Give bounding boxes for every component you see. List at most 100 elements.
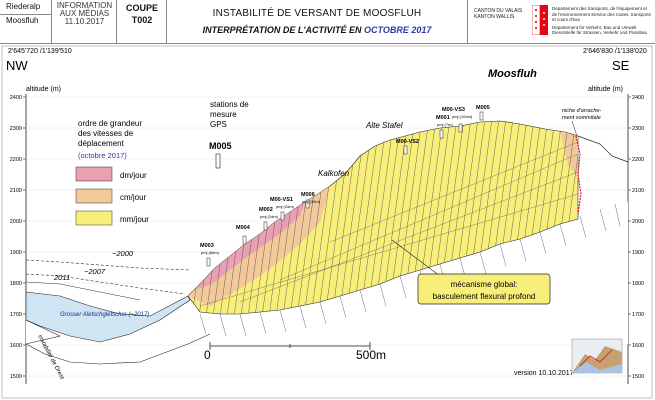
legend-swatch-cm bbox=[75, 188, 113, 204]
slope-mass bbox=[187, 120, 582, 315]
svg-text:M00-VS2: M00-VS2 bbox=[396, 139, 419, 145]
locator-thumbnail bbox=[571, 338, 623, 374]
svg-text:pmj (2dm): pmj (2dm) bbox=[260, 214, 279, 219]
place-title: Moosfluh bbox=[488, 68, 537, 80]
gps-station-m004: M004 bbox=[236, 225, 251, 245]
svg-text:pmj (7m): pmj (7m) bbox=[437, 122, 453, 127]
scale-bar: 0 500m bbox=[204, 342, 386, 362]
gps-station-m005: M005 bbox=[476, 105, 490, 121]
tick-right-1900: 1900 bbox=[632, 250, 644, 256]
svg-text:pmj (10dm): pmj (10dm) bbox=[452, 114, 473, 119]
legend-swatch-mm bbox=[75, 210, 113, 226]
tick-right-1700: 1700 bbox=[632, 312, 644, 318]
tick-right-2300: 2300 bbox=[632, 126, 644, 132]
place-cell: Riederalp Moosfluh bbox=[0, 0, 52, 44]
axis-left: 2400 2300 2200 2100 2000 1900 1800 1700 1600 1500 bbox=[10, 94, 27, 384]
axis-right: 2400 2300 2200 2100 2000 1900 1800 1700 1600 1500 bbox=[627, 94, 644, 384]
svg-text:M006: M006 bbox=[301, 192, 315, 198]
page-subtitle: INTERPRÉTATION DE L'ACTIVITÉ EN OCTOBRE … bbox=[167, 25, 467, 35]
title-cell: INSTABILITÉ DE VERSANT DE MOOSFLUH INTER… bbox=[167, 0, 467, 44]
gps-title-line3: GPS bbox=[210, 120, 227, 129]
svg-text:pmj (30m): pmj (30m) bbox=[302, 199, 321, 204]
tick-left-1800: 1800 bbox=[10, 281, 22, 287]
gps-station-m001: M001 pmj (7m) bbox=[436, 115, 453, 139]
info-cell: INFORMATION AUX MÉDIAS 11.10.2017 bbox=[52, 0, 117, 44]
svg-text:M00-VS3: M00-VS3 bbox=[442, 107, 465, 113]
label-kalkofen: Kalkofen bbox=[318, 169, 350, 178]
label-glacier-2000: ~2000 bbox=[112, 249, 134, 258]
svg-text:pmj (2dm): pmj (2dm) bbox=[276, 204, 295, 209]
svg-text:M002: M002 bbox=[259, 207, 273, 213]
section-line1: COUPE bbox=[125, 3, 158, 13]
place-bottom: Moosfluh bbox=[6, 16, 39, 25]
tick-left-2100: 2100 bbox=[10, 188, 22, 194]
svg-text:M001: M001 bbox=[436, 115, 450, 121]
mechanism-line1: mécanisme global: bbox=[451, 280, 518, 289]
svg-text:pmj (8dm): pmj (8dm) bbox=[201, 250, 220, 255]
tick-left-1600: 1600 bbox=[10, 343, 22, 349]
tick-right-2400: 2400 bbox=[632, 95, 644, 101]
svg-text:M004: M004 bbox=[236, 225, 251, 231]
valley-floor bbox=[25, 333, 211, 365]
info-date: 11.10.2017 bbox=[64, 17, 105, 26]
axis-label-right: altitude (m) bbox=[588, 86, 623, 93]
label-alte-stafel: Alte Stafel bbox=[365, 121, 403, 130]
gps-title-line1: stations de bbox=[210, 100, 249, 109]
svg-text:M003: M003 bbox=[200, 243, 214, 249]
info-line2: AUX MÉDIAS bbox=[59, 9, 110, 18]
label-glacier-2017: Grosser Aletschgletscher (~2017) bbox=[60, 312, 149, 318]
section-label: COUPE T002 bbox=[117, 3, 167, 25]
legend: ordre de grandeur des vitesses de déplac… bbox=[75, 119, 149, 226]
tick-right-1800: 1800 bbox=[632, 281, 644, 287]
tick-right-2200: 2200 bbox=[632, 157, 644, 163]
authority-cell: CANTON DU VALAIS KANTON WALLIS Départeme… bbox=[467, 0, 655, 44]
gps-example: M005 bbox=[209, 141, 232, 151]
subtitle-main: INTERPRÉTATION DE L'ACTIVITÉ EN bbox=[202, 25, 362, 35]
mechanism-callout: mécanisme global: basculement flexural p… bbox=[391, 239, 551, 305]
gps-station-m006: M006 pmj (30m) bbox=[301, 192, 321, 209]
canton-name: CANTON DU VALAIS KANTON WALLIS bbox=[474, 8, 523, 20]
dept-de: Departement für Verkehr, Bau und Umwelt … bbox=[552, 24, 648, 36]
gps-station-m00-vs3: M00-VS3 pmj (10dm) bbox=[442, 107, 473, 133]
gps-station-m003: M003 pmj (8dm) bbox=[200, 243, 220, 267]
legend-label-dm: dm/jour bbox=[120, 171, 147, 180]
tick-left-2400: 2400 bbox=[10, 95, 22, 101]
tick-left-2200: 2200 bbox=[10, 157, 22, 163]
gps-title-line2: mesure bbox=[210, 110, 237, 119]
gps-example-marker bbox=[215, 153, 221, 169]
coord-right: 2'646'830 /1'138'020 bbox=[583, 48, 647, 55]
page-title: INSTABILITÉ DE VERSANT DE MOOSFLUH bbox=[212, 8, 422, 19]
mechanism-line2: basculement flexural profond bbox=[433, 292, 536, 301]
legend-swatch-dm bbox=[75, 166, 113, 182]
legend-title-line2: des vitesses de bbox=[78, 129, 134, 138]
tick-left-2300: 2300 bbox=[10, 126, 22, 132]
label-glacier-2011: 2011 bbox=[53, 273, 70, 282]
legend-title-line1: ordre de grandeur bbox=[78, 119, 142, 128]
info-line1: INFORMATION bbox=[56, 1, 113, 10]
tick-right-2100: 2100 bbox=[632, 188, 644, 194]
tick-left-2000: 2000 bbox=[10, 219, 22, 225]
direction-nw: NW bbox=[6, 58, 28, 73]
legend-label-mm: mm/jour bbox=[120, 215, 149, 224]
legend-title-line3: déplacement bbox=[78, 139, 125, 148]
direction-se: SE bbox=[612, 58, 630, 73]
tick-left-1500: 1500 bbox=[10, 374, 22, 380]
subtitle-highlight: OCTOBRE 2017 bbox=[363, 25, 432, 35]
gps-stations: M003 pmj (8dm) M004 M002 pmj (2dm) M00-V… bbox=[200, 105, 490, 267]
glacier-area bbox=[25, 259, 191, 345]
gps-station-m002: M002 pmj (2dm) bbox=[259, 207, 279, 231]
version-label: version 10.10.2017 bbox=[514, 370, 574, 377]
gps-station-m00-vs1: M00-VS1 pmj (2dm) bbox=[270, 197, 295, 221]
axis-label-left: altitude (m) bbox=[26, 86, 61, 93]
scale-start: 0 bbox=[204, 348, 211, 362]
section-cell: COUPE T002 bbox=[117, 0, 167, 44]
gps-legend: stations de mesure GPS M005 bbox=[209, 100, 249, 169]
niche-line1: niche d'arrache- bbox=[562, 108, 601, 114]
niche-line2: ment sommitale bbox=[562, 115, 601, 121]
coat-of-arms-icon bbox=[532, 5, 548, 35]
svg-text:M005: M005 bbox=[476, 105, 490, 111]
coord-left: 2'645'720 /1'139'510 bbox=[8, 48, 72, 55]
tick-left-1900: 1900 bbox=[10, 250, 22, 256]
tick-left-1700: 1700 bbox=[10, 312, 22, 318]
label-glacier-2007: ~2007 bbox=[84, 267, 106, 276]
